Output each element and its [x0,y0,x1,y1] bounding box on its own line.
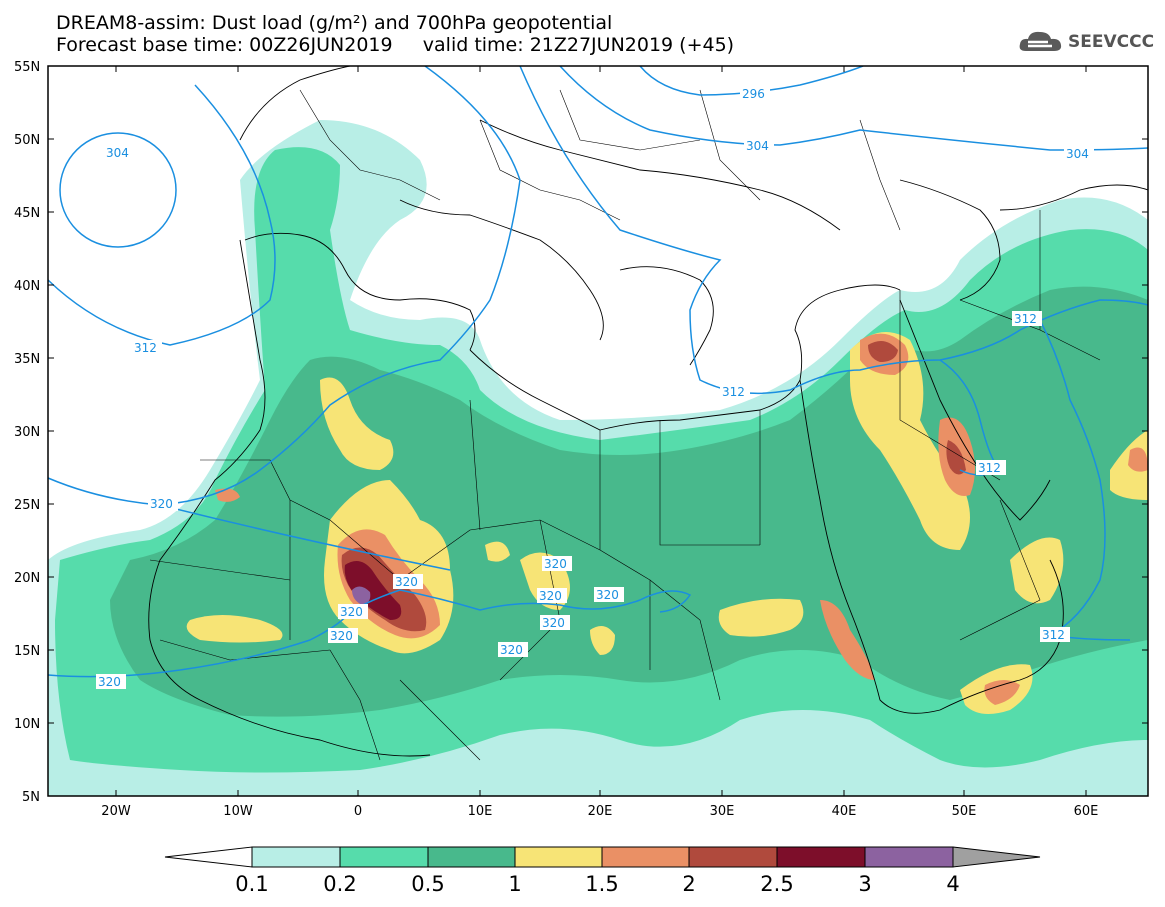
colorbar-label: 0.1 [235,872,269,896]
contour-label: 312 [134,341,157,355]
contour-label: 320 [596,588,619,602]
colorbar-high-arrow [952,846,1041,868]
lon-label: 60E [1074,804,1099,819]
contour-label: 320 [544,557,567,571]
lat-label: 25N [14,498,40,513]
lat-label: 5N [22,790,40,805]
contour-label: 304 [106,146,129,160]
coastlines [148,66,1148,757]
colorbar-segment [251,846,341,868]
contour-label: 312 [722,385,745,399]
colorbar-segment [688,846,778,868]
colorbar-label: 0.5 [411,872,445,896]
contour-label: 296 [742,87,765,101]
contour-labels: 304 312 320 296 304 304 312 312 312 312 … [96,86,1094,689]
lon-label: 20E [588,804,613,819]
contour-label: 320 [340,605,363,619]
lat-label: 55N [14,60,40,75]
cloud-icon [1019,31,1062,51]
lat-axis [48,65,1148,724]
colorbar-segment [427,846,516,868]
contour-label: 312 [978,461,1001,475]
lat-label: 50N [14,133,40,148]
lon-label: 40E [832,804,857,819]
forecast-time-line: Forecast base time: 00Z26JUN2019 valid t… [56,34,735,56]
colorbar [164,846,1041,868]
colorbar-label: 0.2 [323,872,357,896]
colorbar-segment [776,846,866,868]
lat-label: 15N [14,644,40,659]
lon-label: 50E [952,804,977,819]
colorbar-label: 3 [858,872,872,896]
country-borders [149,89,1101,761]
colorbar-label: 1 [508,872,522,896]
contour-label: 320 [330,629,353,643]
colorbar-low-arrow [164,846,253,868]
contour-label: 312 [1014,312,1037,326]
colorbar-label: 2.5 [760,872,794,896]
lat-label: 45N [14,206,40,221]
lon-label: 30E [710,804,735,819]
colorbar-segment [864,846,954,868]
dust-level-3 [352,586,371,605]
colorbar-segment [514,846,603,868]
contour-label: 304 [1066,147,1089,161]
dust-field [48,66,1148,796]
colorbar-label: 2 [682,872,696,896]
contour-label: 320 [539,589,562,603]
lon-axis [115,66,1087,796]
lat-label: 35N [14,352,40,367]
seevccc-logo: SEEVCCC [1018,27,1154,57]
contour-label: 304 [746,139,769,153]
colorbar-label: 4 [946,872,960,896]
colorbar-label: 1.5 [585,872,619,896]
map-title: DREAM8-assim: Dust load (g/m²) and 700hP… [56,12,613,34]
colorbar-segment [339,846,429,868]
lon-label: 10W [223,804,253,819]
lat-label: 20N [14,571,40,586]
logo-text: SEEVCCC [1068,32,1155,52]
lon-label: 0 [354,804,362,819]
contour-label: 320 [150,497,173,511]
contour-label: 320 [500,643,523,657]
colorbar-segment [601,846,690,868]
lat-label: 10N [14,717,40,732]
contour-label: 312 [1042,628,1065,642]
lat-label: 30N [14,425,40,440]
contour-label: 320 [542,616,565,630]
contour-label: 320 [395,575,418,589]
lon-label: 20W [101,804,131,819]
lat-label: 40N [14,279,40,294]
dust-level-2.5 [344,561,402,620]
lon-label: 10E [468,804,493,819]
contour-label: 320 [98,675,121,689]
